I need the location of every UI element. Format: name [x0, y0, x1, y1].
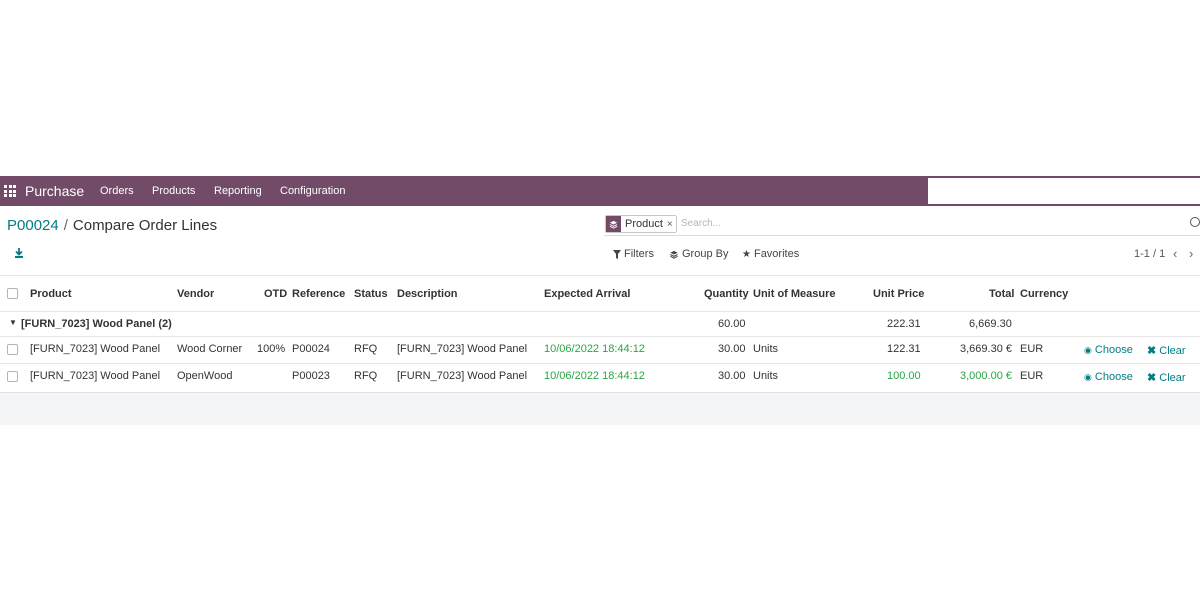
- check-circle-icon: ◉: [1084, 372, 1092, 382]
- filters-label: Filters: [624, 248, 654, 260]
- filter-icon: [613, 249, 621, 259]
- header-total[interactable]: Total: [989, 288, 1015, 300]
- search-facet-product: Product ×: [605, 215, 677, 233]
- header-expected-arrival[interactable]: Expected Arrival: [544, 288, 631, 300]
- header-quantity[interactable]: Quantity: [704, 288, 749, 300]
- row-status: RFQ: [354, 370, 378, 382]
- choose-button[interactable]: ◉ Choose: [1084, 344, 1133, 356]
- row-quantity: 30.00: [718, 343, 746, 355]
- clear-label: Clear: [1159, 345, 1186, 357]
- menu-orders[interactable]: Orders: [100, 185, 134, 197]
- row-vendor: OpenWood: [177, 370, 233, 382]
- row-unit-price: 100.00: [887, 370, 921, 382]
- search-input[interactable]: [681, 216, 1141, 230]
- search-bar: Product ×: [604, 214, 1200, 236]
- pager-value[interactable]: 1-1 / 1: [1134, 248, 1166, 260]
- group-quantity: 60.00: [718, 318, 746, 330]
- row-currency: EUR: [1020, 343, 1044, 355]
- star-icon: ★: [742, 248, 751, 260]
- menu-configuration[interactable]: Configuration: [280, 185, 346, 197]
- caret-down-icon[interactable]: ▼: [9, 318, 17, 327]
- list-footer: [0, 392, 1200, 425]
- group-by-button[interactable]: Group By: [669, 248, 728, 260]
- row-reference: P00023: [292, 370, 330, 382]
- row-quantity: 30.00: [718, 370, 746, 382]
- header-currency[interactable]: Currency: [1020, 288, 1069, 300]
- app-name[interactable]: Purchase: [25, 183, 85, 199]
- header-product[interactable]: Product: [30, 288, 72, 300]
- check-circle-icon: ◉: [1084, 345, 1092, 355]
- favorites-button[interactable]: ★ Favorites: [742, 248, 799, 260]
- row-expected-arrival: 10/06/2022 18:44:12: [544, 370, 645, 382]
- header-otd[interactable]: OTD: [264, 288, 288, 300]
- chevron-left-icon[interactable]: ‹: [1173, 246, 1178, 261]
- row-product: [FURN_7023] Wood Panel: [30, 343, 161, 355]
- breadcrumb-current: Compare Order Lines: [72, 217, 218, 234]
- layers-icon: [670, 250, 678, 259]
- header-description[interactable]: Description: [397, 288, 458, 300]
- row-vendor: Wood Corner: [177, 343, 243, 355]
- row-reference: P00024: [292, 343, 330, 355]
- download-button[interactable]: [14, 248, 24, 261]
- header-vendor[interactable]: Vendor: [177, 288, 215, 300]
- row-checkbox[interactable]: [7, 344, 18, 355]
- group-total: 6,669.30: [969, 318, 1012, 330]
- close-icon: ✖: [1147, 372, 1157, 384]
- row-product: [FURN_7023] Wood Panel: [30, 370, 161, 382]
- download-icon: [15, 248, 23, 258]
- breadcrumb-separator: /: [63, 217, 68, 234]
- clear-button[interactable]: ✖ Clear: [1147, 371, 1186, 384]
- row-total: 3,000.00 €: [960, 370, 1012, 382]
- select-all-checkbox[interactable]: [7, 288, 18, 299]
- breadcrumb-parent-link[interactable]: P00024: [7, 217, 59, 234]
- chevron-right-icon[interactable]: ›: [1189, 246, 1194, 261]
- close-icon: ✖: [1147, 345, 1157, 357]
- row-divider: [0, 311, 1200, 312]
- row-total: 3,669.30 €: [960, 343, 1012, 355]
- row-currency: EUR: [1020, 370, 1044, 382]
- header-status[interactable]: Status: [354, 288, 388, 300]
- choose-button[interactable]: ◉ Choose: [1084, 371, 1133, 383]
- facet-label: Product: [625, 218, 663, 230]
- layers-icon: [606, 216, 621, 232]
- facet-remove-icon[interactable]: ×: [666, 218, 673, 230]
- row-otd: 100%: [257, 343, 286, 355]
- clear-button[interactable]: ✖ Clear: [1147, 344, 1186, 357]
- choose-label: Choose: [1094, 371, 1133, 383]
- navbar-blank-area: [928, 178, 1200, 204]
- menu-reporting[interactable]: Reporting: [214, 185, 262, 197]
- row-expected-arrival: 10/06/2022 18:44:12: [544, 343, 645, 355]
- top-navbar: Purchase Orders Products Reporting Confi…: [0, 176, 1200, 206]
- clear-label: Clear: [1159, 372, 1186, 384]
- header-reference[interactable]: Reference: [292, 288, 346, 300]
- row-divider: [0, 336, 1200, 337]
- group-label[interactable]: [FURN_7023] Wood Panel (2): [21, 318, 172, 330]
- row-status: RFQ: [354, 343, 378, 355]
- group-unit-price: 222.31: [887, 318, 921, 330]
- row-unit-of-measure: Units: [753, 343, 779, 355]
- group-by-label: Group By: [682, 248, 729, 260]
- choose-label: Choose: [1094, 344, 1133, 356]
- breadcrumb: P00024/Compare Order Lines: [7, 217, 217, 234]
- row-unit-of-measure: Units: [753, 370, 779, 382]
- filters-button[interactable]: Filters: [613, 248, 654, 260]
- row-divider: [0, 363, 1200, 364]
- favorites-label: Favorites: [753, 248, 800, 260]
- search-icon[interactable]: [1190, 217, 1200, 227]
- menu-products[interactable]: Products: [152, 185, 196, 197]
- row-description: [FURN_7023] Wood Panel: [397, 370, 528, 382]
- row-checkbox[interactable]: [7, 371, 18, 382]
- header-unit-of-measure[interactable]: Unit of Measure: [753, 288, 836, 300]
- header-unit-price[interactable]: Unit Price: [873, 288, 925, 300]
- row-description: [FURN_7023] Wood Panel: [397, 343, 528, 355]
- apps-grid-icon[interactable]: [4, 185, 16, 197]
- order-lines-table: Product Vendor OTD Reference Status Desc…: [0, 275, 1200, 392]
- row-unit-price: 122.31: [887, 343, 921, 355]
